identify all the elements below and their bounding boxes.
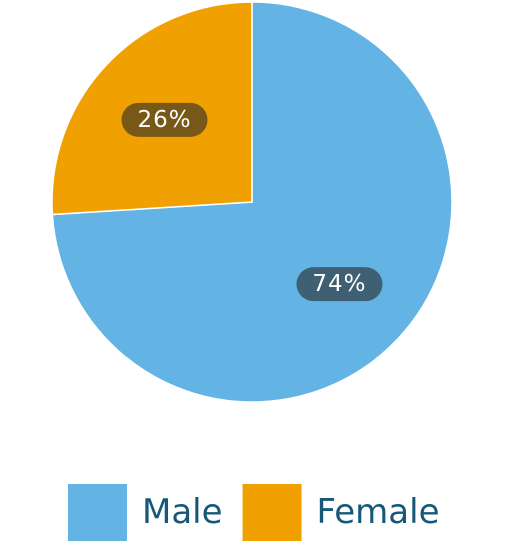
legend-swatch — [68, 484, 127, 541]
value-label-bg — [296, 267, 383, 302]
value-label-bg — [121, 102, 208, 137]
legend-label: Male — [142, 492, 223, 532]
legend-label: Female — [317, 492, 440, 532]
legend-swatch — [242, 484, 302, 541]
value-label: 74% — [312, 271, 366, 297]
value-label: 26% — [137, 107, 191, 133]
